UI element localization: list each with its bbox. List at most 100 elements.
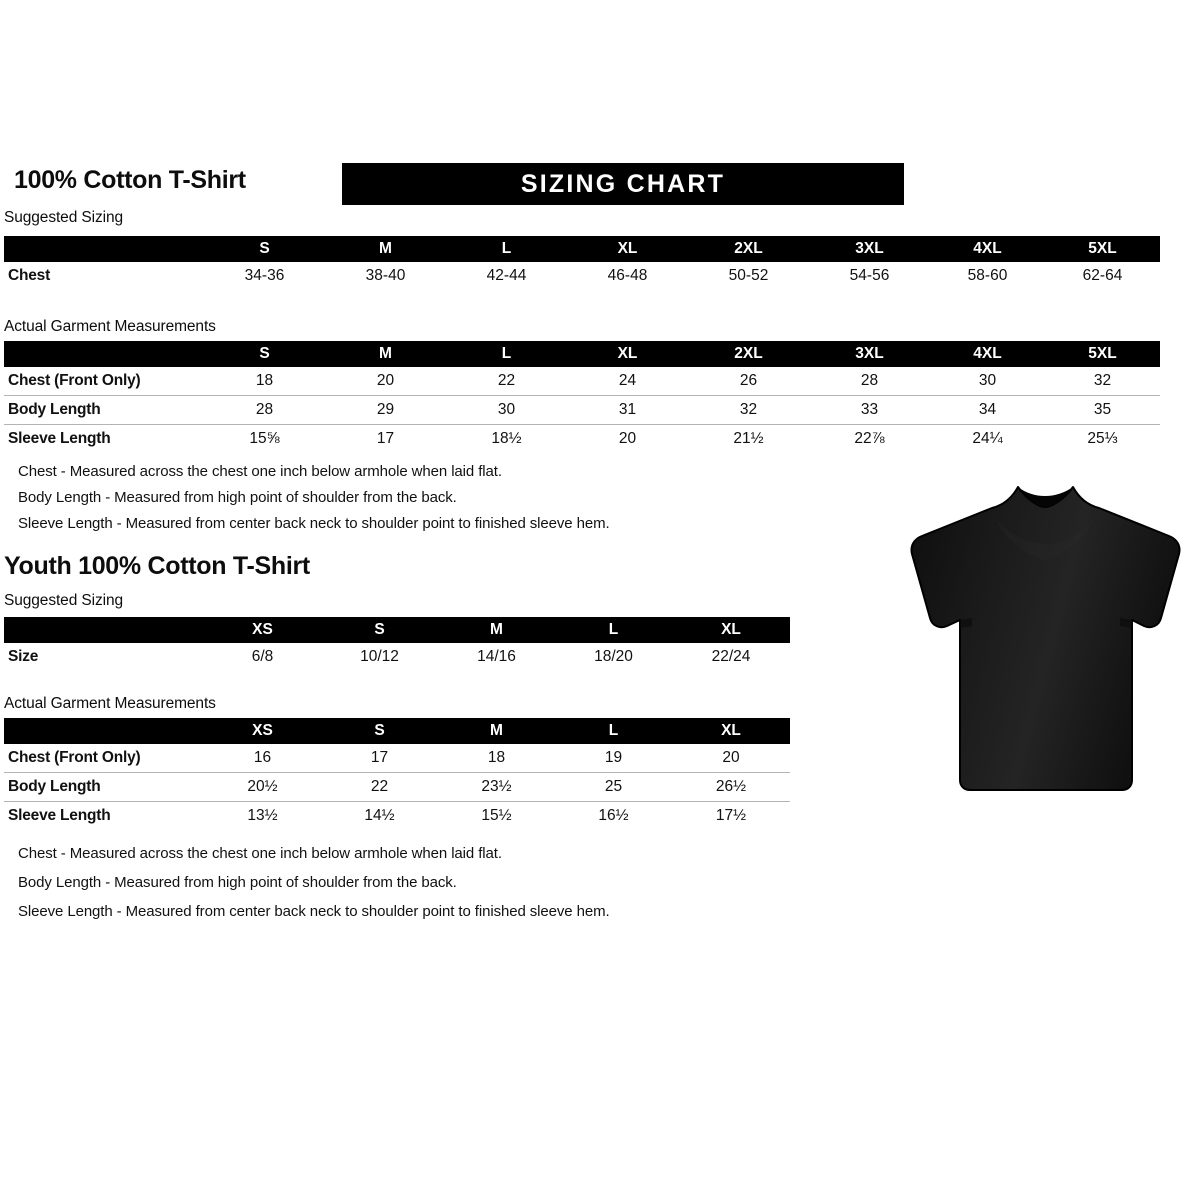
cell: 15½ [438, 801, 555, 830]
adult-garment-measurements-table: S M L XL 2XL 3XL 4XL 5XL Chest (Front On… [4, 341, 1160, 453]
column-header: 5XL [1088, 345, 1117, 362]
cell: 33 [809, 395, 930, 425]
table-row: Chest (Front Only) 18 20 22 24 26 28 30 … [4, 367, 1160, 396]
cell: 22 [497, 372, 516, 389]
youth-garment-measurements-table: XS S M L XL Chest (Front Only) 16 17 18 … [4, 718, 790, 830]
youth-section-title: Youth 100% Cotton T-Shirt [4, 552, 310, 580]
cell: 23½ [438, 772, 555, 802]
column-header: 5XL [1088, 240, 1117, 257]
cell: 19 [604, 749, 623, 766]
column-header: L [501, 345, 512, 362]
adult-suggested-sizing-table: S M L XL 2XL 3XL 4XL 5XL Chest 34-36 38-… [4, 236, 1160, 290]
cell: 20½ [204, 772, 321, 802]
column-header: 4XL [973, 240, 1002, 257]
column-header [4, 718, 204, 744]
column-header: S [374, 722, 385, 739]
table-header-row: S M L XL 2XL 3XL 4XL 5XL [4, 341, 1160, 367]
cell: 25⅓ [1045, 424, 1160, 453]
cell: 24 [618, 372, 637, 389]
column-header: M [490, 722, 503, 739]
cell: 21½ [688, 424, 809, 453]
column-header: M [379, 240, 392, 257]
cell: 13½ [204, 801, 321, 830]
cell: 6/8 [251, 648, 274, 665]
cell: 32 [688, 395, 809, 425]
column-header: 4XL [973, 345, 1002, 362]
cell: 14/16 [477, 648, 516, 665]
cell: 17½ [672, 801, 790, 830]
column-header: XL [721, 621, 741, 638]
cell: 20 [567, 424, 688, 453]
row-label: Chest (Front Only) [8, 749, 141, 766]
column-header: 3XL [855, 240, 884, 257]
cell: 31 [567, 395, 688, 425]
cell: 38-40 [365, 267, 406, 284]
table-row: Size 6/8 10/12 14/16 18/20 22/24 [4, 643, 790, 671]
cell: 54-56 [849, 267, 890, 284]
row-label: Sleeve Length [4, 801, 204, 830]
cell: 22 [321, 772, 438, 802]
youth-suggested-caption: Suggested Sizing [4, 592, 124, 609]
youth-suggested-sizing-table: XS S M L XL Size 6/8 10/12 14/16 18/20 2… [4, 617, 790, 671]
cell: 18 [487, 749, 506, 766]
table-row: Chest (Front Only) 16 17 18 19 20 [4, 744, 790, 773]
cell: 22/24 [711, 648, 751, 665]
column-header: S [374, 621, 385, 638]
column-header: 2XL [734, 240, 763, 257]
page-title: 100% Cotton T-Shirt [14, 166, 246, 194]
youth-note-chest: Chest - Measured across the chest one in… [18, 845, 502, 862]
sizing-chart-banner: SIZING CHART [342, 163, 904, 205]
row-label: Sleeve Length [4, 424, 204, 453]
row-label: Chest (Front Only) [8, 372, 141, 389]
cell: 22⅞ [809, 424, 930, 453]
adult-note-body-length: Body Length - Measured from high point o… [18, 489, 457, 506]
column-header [4, 341, 204, 367]
youth-note-sleeve-length: Sleeve Length - Measured from center bac… [18, 903, 610, 920]
tshirt-product-image [900, 478, 1190, 800]
column-header: XS [252, 722, 273, 739]
table-row: Body Length 20½ 22 23½ 25 26½ [4, 772, 790, 802]
cell: 18 [255, 372, 274, 389]
column-header: M [379, 345, 392, 362]
cell: 14½ [321, 801, 438, 830]
table-header-row: XS S M L XL [4, 718, 790, 744]
column-header: XL [721, 722, 741, 739]
header: 100% Cotton T-Shirt SIZING CHART [10, 163, 1190, 207]
table-row: Body Length 28 29 30 31 32 33 34 35 [4, 395, 1160, 425]
column-header [4, 617, 204, 643]
black-tshirt-icon [910, 486, 1181, 791]
table-row: Chest 34-36 38-40 42-44 46-48 50-52 54-5… [4, 262, 1160, 290]
table-header-row: S M L XL 2XL 3XL 4XL 5XL [4, 236, 1160, 262]
cell: 26 [739, 372, 758, 389]
adult-note-chest: Chest - Measured across the chest one in… [18, 463, 502, 480]
cell: 26½ [672, 772, 790, 802]
cell: 18/20 [594, 648, 633, 665]
cell: 34-36 [244, 267, 285, 284]
cell: 42-44 [486, 267, 527, 284]
table-row: Sleeve Length 15⅝ 17 18½ 20 21½ 22⅞ 24¼ … [4, 424, 1160, 453]
cell: 17 [370, 749, 389, 766]
youth-note-body-length: Body Length - Measured from high point o… [18, 874, 457, 891]
cell: 28 [860, 372, 879, 389]
column-header: L [501, 240, 512, 257]
cell: 25 [555, 772, 672, 802]
column-header: XL [617, 240, 638, 257]
row-label: Body Length [4, 772, 204, 802]
table-row: Sleeve Length 13½ 14½ 15½ 16½ 17½ [4, 801, 790, 830]
cell: 30 [446, 395, 567, 425]
cell: 16 [253, 749, 272, 766]
sizing-chart-banner-label: SIZING CHART [520, 170, 726, 198]
cell: 10/12 [360, 648, 399, 665]
cell: 46-48 [607, 267, 648, 284]
cell: 17 [325, 424, 446, 453]
row-label: Body Length [4, 395, 204, 425]
adult-garment-caption: Actual Garment Measurements [4, 318, 216, 335]
cell: 50-52 [728, 267, 769, 284]
row-label: Size [8, 648, 39, 665]
cell: 18½ [446, 424, 567, 453]
cell: 28 [204, 395, 325, 425]
cell: 62-64 [1082, 267, 1123, 284]
cell: 20 [722, 749, 740, 766]
youth-garment-caption: Actual Garment Measurements [4, 695, 216, 712]
